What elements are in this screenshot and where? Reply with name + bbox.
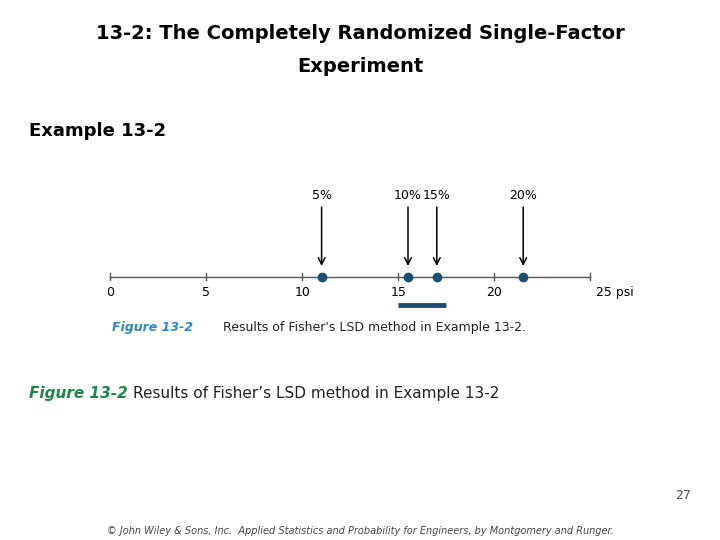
Text: 20%: 20% (509, 189, 537, 202)
Text: 5%: 5% (312, 189, 332, 202)
Text: Example 13-2: Example 13-2 (29, 122, 166, 139)
Text: 0: 0 (107, 286, 114, 299)
Text: Figure 13-2: Figure 13-2 (29, 386, 127, 401)
Text: 20: 20 (487, 286, 503, 299)
Text: 15: 15 (390, 286, 406, 299)
Text: 27: 27 (675, 489, 691, 502)
Text: 10: 10 (294, 286, 310, 299)
Text: Figure 13-2: Figure 13-2 (112, 321, 193, 334)
Text: 10%: 10% (394, 189, 422, 202)
Text: Results of Fisher’s LSD method in Example 13-2: Results of Fisher’s LSD method in Exampl… (133, 386, 500, 401)
Text: 13-2: The Completely Randomized Single-Factor: 13-2: The Completely Randomized Single-F… (96, 24, 624, 43)
Text: Results of Fisher's LSD method in Example 13-2.: Results of Fisher's LSD method in Exampl… (223, 321, 526, 334)
Text: 15%: 15% (423, 189, 451, 202)
Text: © John Wiley & Sons, Inc.  Applied Statistics and Probability for Engineers, by : © John Wiley & Sons, Inc. Applied Statis… (107, 526, 613, 537)
Text: 25 psi: 25 psi (596, 286, 634, 299)
Text: Experiment: Experiment (297, 57, 423, 76)
Text: 5: 5 (202, 286, 210, 299)
